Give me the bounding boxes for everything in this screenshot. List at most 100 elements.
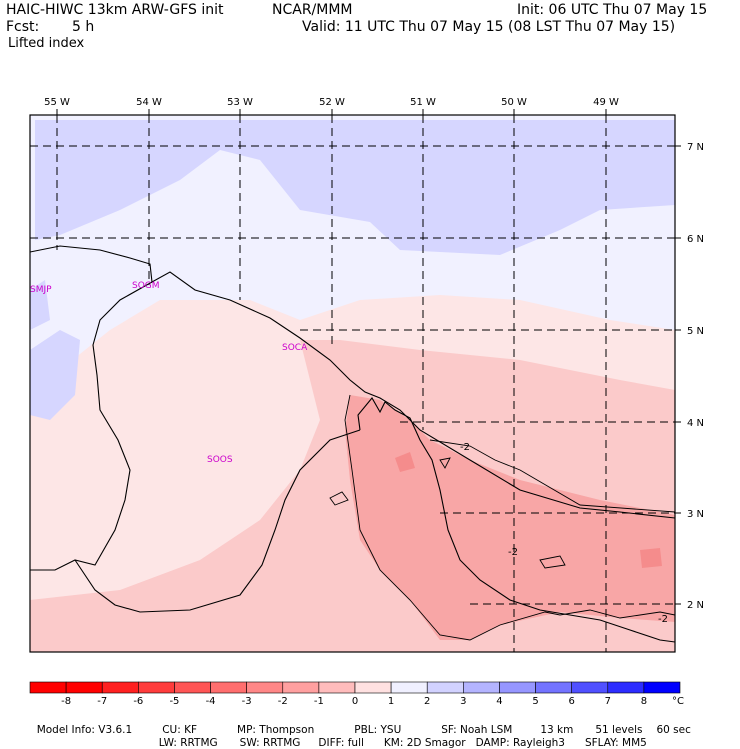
- time-step: 60 sec: [656, 724, 691, 736]
- colorbar-swatch: [390, 681, 428, 694]
- coastlines-borders: [30, 245, 675, 643]
- lat-label: 3 N: [687, 509, 704, 520]
- footer-line-2: LW: RRTMG SW: RRTMG DIFF: full KM: 2D Smago…: [152, 725, 647, 749]
- contour-label: -2: [508, 547, 518, 558]
- french-guiana-border: [74, 429, 361, 613]
- colorbar-label: 3: [460, 696, 466, 707]
- colorbar-swatch: [607, 681, 645, 694]
- map-frame: [29, 114, 676, 653]
- colorbar-swatch: [282, 681, 320, 694]
- lon-label: 54 W: [136, 97, 162, 108]
- station-label-soca: SOCA: [282, 343, 308, 353]
- colorbar-swatch: [354, 681, 392, 694]
- longitude-labels: 55 W 54 W 53 W 52 W 51 W 50 W 49 W: [44, 97, 619, 108]
- positive-zone-coast: [30, 280, 50, 330]
- latitude-labels: 7 N 6 N 5 N 4 N 3 N 2 N: [687, 142, 704, 611]
- amapa-border: [357, 397, 675, 643]
- vertical-levels: 51 levels: [595, 724, 643, 736]
- axis-ticks: [56, 109, 681, 605]
- init-time: Init: 06 UTC Thu 07 May 15: [517, 2, 708, 18]
- colorbar-label: -4: [206, 696, 216, 707]
- colorbar-label: 1: [388, 696, 394, 707]
- lat-lon-grid: [30, 115, 675, 652]
- forecast-value: 5 h: [72, 19, 95, 35]
- colorbar-swatch: [571, 681, 609, 694]
- lon-label: 51 W: [410, 97, 436, 108]
- colorbar-label: -7: [97, 696, 107, 707]
- cumulus-scheme: CU: KF: [162, 724, 198, 736]
- station-label-smjp: SMJP: [30, 285, 52, 295]
- coastline: [30, 245, 675, 519]
- colorbar-swatch: [643, 681, 681, 694]
- lon-label: 50 W: [501, 97, 527, 108]
- lat-label: 6 N: [687, 234, 704, 245]
- colorbar-unit: °C: [672, 696, 684, 707]
- colorbar-label: -8: [61, 696, 71, 707]
- station-labels: SMJP SOGM SOCA SOOS: [30, 281, 308, 465]
- colorbar-label: 5: [532, 696, 538, 707]
- lat-label: 2 N: [687, 600, 704, 611]
- chart-title: HAIC-HIWC 13km ARW-GFS init: [6, 2, 224, 18]
- colorbar-swatch: [174, 681, 211, 694]
- station-label-soos: SOOS: [207, 455, 233, 465]
- lat-label: 4 N: [687, 418, 704, 429]
- colorbar-swatch: [463, 681, 500, 694]
- lon-label: 49 W: [593, 97, 619, 108]
- valid-time: Valid: 11 UTC Thu 07 May 15 (08 LST Thu …: [302, 19, 676, 35]
- colorbar-label: -6: [133, 696, 143, 707]
- colorbar-swatch: [138, 681, 175, 694]
- contour-label: -2: [460, 442, 470, 453]
- colorbar-swatch: [246, 681, 284, 694]
- surface-scheme: SF: Noah LSM: [441, 724, 513, 736]
- colorbar-label: -1: [314, 696, 324, 707]
- lat-label: 7 N: [687, 142, 704, 153]
- surface-layer-setting: SFLAY: MM5: [584, 737, 647, 749]
- stronger-negative-zone: [345, 395, 675, 640]
- colorbar-swatch: [210, 681, 247, 694]
- colorbar-label: 0: [352, 696, 358, 707]
- diffusion-setting: DIFF: full: [318, 737, 364, 749]
- colorbar-label: -5: [169, 696, 179, 707]
- contour-minus2-small: [439, 457, 451, 469]
- field-name: Lifted index: [8, 36, 85, 51]
- colorbar: -8 -7 -6 -5 -4 -3 -2 -1 0 1 2 3 4 5 6 7 8 °C: [29, 681, 684, 707]
- grid-spacing: 13 km: [540, 724, 574, 736]
- lon-label: 53 W: [227, 97, 253, 108]
- shortwave-scheme: SW: RRTMG: [239, 737, 301, 749]
- pbl-scheme: PBL: YSU: [354, 724, 402, 736]
- station-label-sogm: SOGM: [132, 281, 160, 291]
- colorbar-swatch: [65, 681, 103, 694]
- suriname-border: [30, 281, 153, 571]
- contour-minus2-loop: [539, 555, 566, 569]
- lon-label: 52 W: [319, 97, 345, 108]
- contour-minus2-b: [429, 439, 675, 513]
- colorbar-swatch: [29, 681, 67, 694]
- colorbar-swatch: [318, 681, 356, 694]
- positive-zone-west: [30, 330, 80, 420]
- footer-line-1: Model Info: V3.6.1 CU: KF MP: Thompson PBL:…: [30, 712, 691, 736]
- longwave-scheme: LW: RRTMG: [158, 737, 218, 749]
- damping-setting: DAMP: Rayleigh3: [475, 737, 565, 749]
- contour-label: -2: [658, 614, 668, 625]
- contour-value-labels: -2 -2 -2: [460, 442, 668, 625]
- org-label: NCAR/MMM: [272, 2, 353, 18]
- km-setting: KM: 2D Smagor: [383, 737, 466, 749]
- colorbar-swatch: [535, 681, 572, 694]
- colorbar-label: 7: [605, 696, 611, 707]
- positive-zone: [35, 120, 675, 255]
- colorbar-label: 8: [641, 696, 647, 707]
- colorbar-label: -2: [278, 696, 288, 707]
- contour-lines: [329, 394, 675, 641]
- map-fill: [30, 115, 675, 652]
- minimum-spot-a: [395, 452, 415, 472]
- colorbar-swatch: [101, 681, 139, 694]
- forecast-label: Fcst:: [6, 19, 40, 35]
- colorbar-label: 2: [424, 696, 430, 707]
- colorbar-swatch: [426, 681, 464, 694]
- microphysics-scheme: MP: Thompson: [237, 724, 315, 736]
- colorbar-label: 4: [496, 696, 502, 707]
- lon-label: 55 W: [44, 97, 70, 108]
- colorbar-label: -3: [242, 696, 252, 707]
- colorbar-swatch: [499, 681, 536, 694]
